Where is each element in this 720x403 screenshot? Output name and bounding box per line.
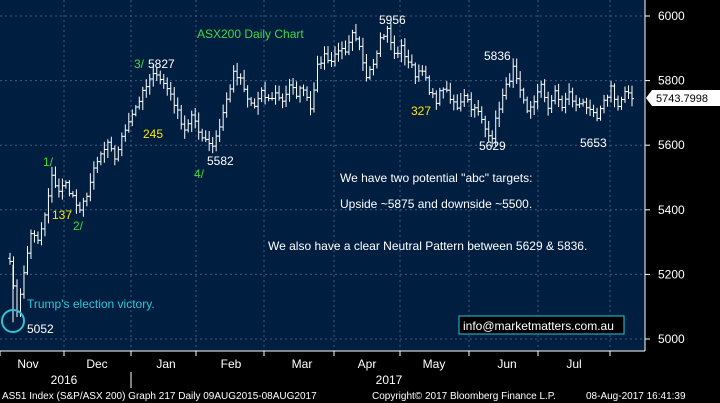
price-bars — [8, 23, 634, 323]
y-tick-label: 5800 — [658, 74, 685, 88]
wave-label: 2/ — [73, 219, 84, 233]
wave-label: 137 — [52, 208, 72, 222]
wave-label: 5653 — [580, 136, 607, 150]
annotation-neutral-pattern: We also have a clear Neutral Pattern bet… — [268, 239, 587, 253]
price-bar — [630, 85, 634, 107]
wave-label: 3/ — [134, 57, 145, 71]
x-month-label: Mar — [292, 357, 313, 371]
x-month-label: Jun — [497, 357, 516, 371]
x-month-label: Jul — [566, 357, 581, 371]
wave-label: 5582 — [207, 154, 234, 168]
gridlines — [0, 0, 645, 351]
y-tick-label: 5600 — [658, 138, 685, 152]
wave-label: 5956 — [379, 13, 406, 27]
x-month-label: May — [423, 357, 446, 371]
wave-label: 5629 — [479, 139, 506, 153]
y-tick-label: 5200 — [658, 267, 685, 281]
y-tick-label: 5400 — [658, 203, 685, 217]
x-month-label: Dec — [86, 357, 107, 371]
annotation-targets-heading: We have two potential "abc" targets: — [340, 171, 532, 185]
x-month-label: Nov — [17, 357, 38, 371]
x-axis: Nov Dec Jan Feb Mar Apr May Jun Jul 2016 2017 — [0, 350, 645, 388]
x-month-label: Jan — [156, 357, 175, 371]
wave-label: 1/ — [43, 155, 54, 169]
x-month-label: Feb — [221, 357, 242, 371]
x-month-label: Apr — [358, 357, 377, 371]
wave-label: 327 — [411, 104, 431, 118]
footer-center: Copyright© 2017 Bloomberg Finance L.P. — [372, 391, 556, 402]
chart-title: ASX200 Daily Chart — [197, 27, 304, 41]
wave-label: 5827 — [148, 57, 175, 71]
annotation-targets-values: Upside ~5875 and downside ~5500. — [340, 197, 532, 211]
contact-box — [458, 315, 625, 335]
wave-label: 5052 — [27, 322, 54, 336]
annotation-trump-election: Trump's election victory. — [27, 297, 155, 311]
last-price-label: 5743.7998 — [646, 90, 720, 106]
wave-label: 245 — [143, 127, 163, 141]
wave-label: 4/ — [194, 167, 205, 181]
x-year-label: 2017 — [376, 373, 403, 387]
election-low-circle — [1, 309, 25, 333]
y-axis: 5000 5200 5400 5600 5800 6000 — [644, 0, 685, 351]
footer-right: 08-Aug-2017 16:41:39 — [586, 391, 686, 402]
footer-left: AS51 Index (S&P/ASX 200) Graph 217 Daily… — [2, 391, 317, 402]
y-tick-label: 5000 — [658, 332, 685, 346]
y-tick-label: 6000 — [658, 9, 685, 23]
contact-email[interactable]: info@marketmatters.com.au — [463, 319, 614, 333]
last-price-pointer — [646, 90, 720, 106]
last-price-value: 5743.7998 — [656, 93, 708, 105]
x-year-label: 2016 — [51, 373, 78, 387]
wave-label: 5836 — [484, 49, 511, 63]
